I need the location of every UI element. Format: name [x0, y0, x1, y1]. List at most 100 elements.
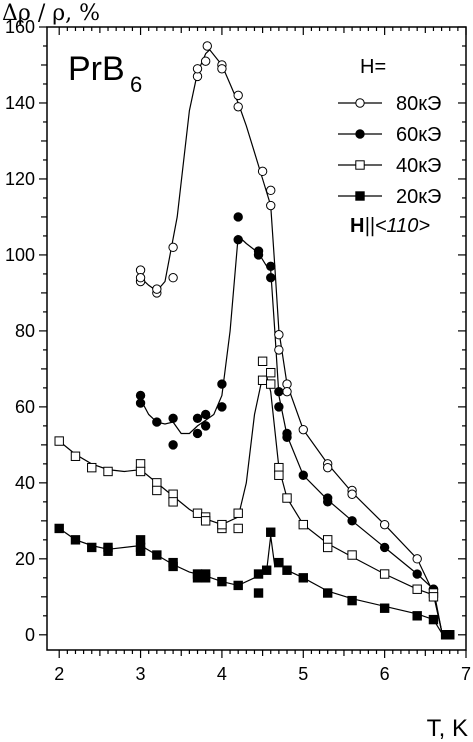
legend-marker	[355, 98, 365, 108]
data-point-0	[200, 56, 211, 66]
data-point-3	[253, 569, 264, 579]
data-point-0	[192, 64, 203, 74]
legend-marker	[355, 129, 365, 139]
data-point-3	[282, 565, 292, 575]
data-point-3	[266, 527, 276, 537]
y-tick-label: 160	[5, 17, 35, 37]
data-point-3	[379, 603, 390, 613]
x-tick-label: 7	[461, 664, 471, 684]
data-point-0	[322, 462, 333, 473]
data-point-2	[274, 470, 284, 480]
data-point-2	[233, 508, 243, 518]
y-tick-label: 40	[15, 473, 35, 493]
data-point-1	[412, 569, 422, 579]
data-point-2	[379, 569, 390, 579]
data-point-2	[168, 497, 178, 507]
legend: H= 80кЭ 60кЭ 40кЭ 20кЭ H||<110>	[338, 56, 441, 237]
data-point-2	[266, 379, 276, 389]
series-line-0	[140, 48, 450, 636]
data-point-2	[347, 550, 357, 560]
legend-marker	[355, 160, 365, 170]
data-point-1	[298, 470, 308, 480]
data-point-0	[168, 242, 178, 253]
data-point-1	[282, 432, 292, 442]
chart-title-subscript: 6	[130, 72, 142, 97]
series-line-3	[58, 527, 450, 636]
data-point-2	[200, 516, 211, 526]
data-point-1	[266, 261, 276, 272]
axis-tick-labels: 2 3 4 5 6 7 0 20 40 60 80 100 120 140 160	[5, 17, 471, 684]
y-tick-label: 140	[5, 93, 35, 113]
chart-title-main: PrB	[68, 50, 125, 88]
y-tick-label: 60	[15, 397, 35, 417]
data-point-3	[54, 523, 64, 534]
data-point-2	[70, 451, 81, 461]
data-point-1	[135, 398, 146, 408]
data-point-0	[379, 519, 390, 530]
data-point-1	[233, 235, 243, 245]
data-point-1	[233, 212, 243, 222]
data-point-3	[70, 535, 81, 545]
data-point-3	[168, 561, 178, 572]
plot-frame	[46, 26, 467, 651]
data-point-0	[233, 90, 243, 101]
data-point-2	[298, 519, 308, 530]
data-point-2	[233, 523, 243, 534]
y-tick-label: 0	[25, 625, 35, 645]
data-point-1	[200, 409, 211, 420]
data-point-0	[202, 41, 212, 51]
data-point-1	[253, 250, 264, 260]
data-point-2	[152, 485, 162, 496]
data-point-1	[217, 379, 227, 389]
axis-ticks	[39, 26, 467, 658]
data-point-0	[168, 273, 178, 283]
x-tick-label: 5	[298, 664, 308, 684]
data-point-3	[298, 573, 308, 583]
data-point-3	[322, 588, 333, 598]
legend-note-bold: H	[350, 215, 364, 237]
data-point-0	[217, 64, 227, 74]
legend-items: 80кЭ 60кЭ 40кЭ 20кЭ	[338, 93, 441, 208]
y-axis-title: Δρ / ρ, %	[2, 1, 100, 26]
y-tick-label: 20	[15, 549, 35, 569]
x-tick-label: 4	[217, 664, 227, 684]
data-point-1	[274, 402, 284, 412]
data-point-0	[266, 200, 276, 211]
data-point-1	[168, 440, 178, 450]
data-point-0	[282, 386, 292, 397]
data-point-3	[217, 576, 227, 587]
series-curves	[58, 48, 450, 636]
data-point-2	[217, 519, 227, 530]
data-point-0	[298, 424, 308, 435]
data-point-1	[274, 386, 284, 397]
data-point-0	[135, 273, 146, 283]
data-point-3	[152, 550, 162, 560]
data-point-0	[347, 489, 357, 499]
data-point-3	[261, 565, 272, 575]
data-point-3	[103, 546, 113, 556]
data-point-3	[412, 611, 422, 621]
legend-label: 80кЭ	[396, 93, 441, 115]
data-point-2	[428, 592, 439, 602]
data-point-0	[412, 554, 422, 564]
legend-note: H||<110>	[350, 215, 430, 237]
legend-title: H=	[360, 56, 386, 78]
data-point-0	[274, 330, 284, 340]
x-tick-label: 6	[380, 664, 390, 684]
series-line-2	[58, 375, 450, 636]
data-point-2	[192, 508, 203, 518]
legend-marker	[355, 191, 365, 201]
data-point-3	[428, 614, 439, 625]
data-point-3	[347, 595, 357, 606]
data-point-0	[274, 345, 284, 355]
chart-title: PrB 6	[68, 50, 142, 97]
data-point-0	[266, 185, 276, 196]
data-point-3	[274, 557, 284, 568]
data-point-0	[233, 102, 243, 112]
data-point-2	[412, 584, 422, 594]
legend-label: 40кЭ	[396, 155, 441, 177]
data-point-0	[152, 284, 162, 294]
data-point-0	[257, 166, 268, 177]
data-point-1	[192, 428, 203, 439]
